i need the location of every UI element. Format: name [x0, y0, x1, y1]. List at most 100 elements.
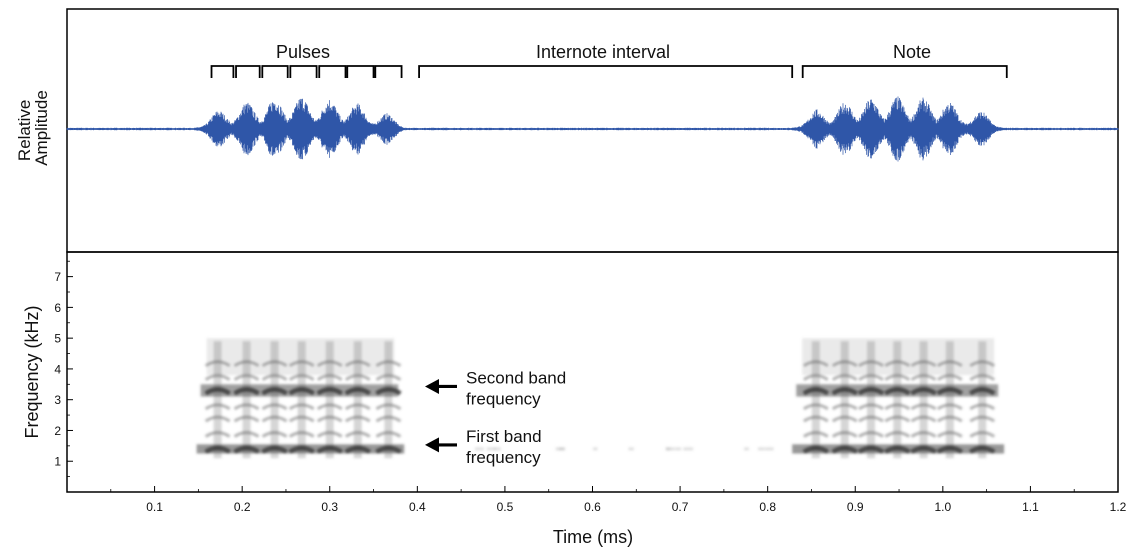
band-annotations: Second band frequency First band frequency — [425, 368, 566, 467]
waveform-plot — [66, 96, 1119, 162]
y-tick-label-6: 6 — [54, 301, 61, 315]
note-1-pulse-3-harmonic-7 — [261, 360, 288, 368]
note-1-pulse-1-harmonic-3 — [204, 415, 231, 423]
second-band-annotation-line-1: Second band — [466, 368, 566, 387]
y-tick-label-2: 2 — [54, 424, 61, 438]
note-1-pulse-3-harmonic-4 — [261, 403, 288, 411]
note-2-pulse-5-harmonic-3 — [910, 415, 937, 423]
note-2-pulse-6-streak — [945, 341, 954, 459]
note-2-pulse-7-harmonic-4 — [969, 403, 996, 411]
note-1-pulse-4-harmonic-4 — [288, 403, 315, 411]
note-2-pulse-6-harmonic-7 — [937, 360, 963, 368]
note-bracket — [801, 65, 1008, 78]
note-2-pulse-4-harmonic-6 — [884, 374, 911, 381]
first-band-arrow-head — [425, 437, 439, 453]
residual-speck-7 — [757, 447, 765, 451]
note-2-pulse-2-harmonic-6 — [831, 374, 858, 381]
note-1-pulse-7-streak — [384, 341, 393, 459]
note-2-pulse-7-harmonic-3 — [969, 415, 996, 423]
spectrogram-energy — [196, 338, 1005, 459]
residual-speck-6 — [555, 447, 566, 451]
second-band-arrow-head — [425, 378, 439, 394]
pulse-bracket-2 — [235, 65, 261, 78]
note-1-pulse-6-harmonic-4 — [344, 403, 371, 411]
note-2-pulse-5-harmonic-7 — [910, 360, 937, 368]
note-2-pulse-3-harmonic-4 — [858, 403, 884, 411]
waveform-trace — [66, 96, 1119, 162]
pulse-bracket-4 — [289, 65, 318, 78]
x-tick-label-9: 0.9 — [847, 500, 864, 514]
x-tick-label-11: 1.1 — [1022, 500, 1039, 514]
note-2-pulse-1-harmonic-6 — [803, 374, 829, 381]
note-1-pulse-4-harmonic-2 — [288, 431, 315, 438]
note-2-pulse-5-harmonic-2 — [910, 431, 937, 438]
residual-speck-10 — [744, 447, 749, 451]
x-tick-label-7: 0.7 — [672, 500, 689, 514]
residual-speck-14 — [474, 447, 484, 451]
residual-speck-11 — [665, 447, 675, 451]
x-axis: 0.1 0.2 0.3 0.4 0.5 0.6 0.7 0.8 0.9 1.0 1.1 1.2 — [110, 486, 1127, 514]
first-band-annotation-line-2: frequency — [466, 448, 541, 467]
note-1-pulse-2-harmonic-3 — [233, 415, 260, 423]
note-1-pulse-7-harmonic-7 — [375, 360, 402, 368]
note-2-pulse-3-harmonic-7 — [858, 360, 884, 368]
residual-speck-5 — [683, 447, 694, 451]
note-2-pulse-3-harmonic-6 — [858, 374, 884, 381]
note-2-first-band — [792, 444, 1005, 454]
note-1-pulse-3-streak — [270, 341, 279, 459]
note-1-pulse-6-harmonic-2 — [344, 431, 371, 438]
note-1-pulse-4-harmonic-7 — [288, 360, 315, 368]
note-2-pulse-4-harmonic-7 — [884, 360, 911, 368]
note-1-pulse-2-harmonic-6 — [233, 374, 260, 381]
note-1-pulse-7-harmonic-4 — [375, 403, 402, 411]
y-tick-label-7: 7 — [54, 270, 61, 284]
note-2-pulse-1-harmonic-2 — [803, 431, 829, 438]
pulse-bracket-5 — [318, 65, 347, 78]
x-tick-label-2: 0.2 — [234, 500, 251, 514]
y-axis-label: Frequency (kHz) — [22, 305, 42, 438]
x-tick-label-1: 0.1 — [146, 500, 163, 514]
note-1-pulse-5-harmonic-3 — [316, 415, 343, 423]
note-2-pulse-7-harmonic-2 — [969, 431, 996, 438]
note-1-pulse-6-harmonic-3 — [344, 415, 371, 423]
note-1-pulse-5-harmonic-7 — [316, 360, 343, 368]
note-1-second-band — [200, 384, 399, 397]
note-1-pulse-1-streak — [213, 341, 222, 459]
waveform-brackets — [210, 65, 1008, 78]
residual-speck-13 — [628, 447, 634, 451]
second-band-annotation-line-2: frequency — [466, 389, 541, 408]
note-1-pulse-7-harmonic-3 — [375, 415, 402, 423]
note-1-pulse-6-harmonic-7 — [344, 360, 371, 368]
note-1-pulse-4-streak — [297, 341, 306, 459]
note-2-pulse-6-harmonic-6 — [937, 374, 963, 381]
note-2-pulse-3-harmonic-3 — [858, 415, 884, 423]
note-2-pulse-4-harmonic-3 — [884, 415, 911, 423]
internote-interval-label: Internote interval — [536, 42, 670, 62]
note-2-pulse-7-harmonic-7 — [969, 360, 996, 368]
pulse-bracket-7 — [374, 65, 403, 78]
y-tick-label-5: 5 — [54, 332, 61, 346]
pulse-bracket-1 — [210, 65, 235, 78]
note-1-pulse-1-harmonic-6 — [204, 374, 231, 381]
note-2-pulse-1-streak — [811, 341, 820, 459]
note-1-pulse-3-harmonic-6 — [261, 374, 288, 381]
waveform-y-axis-label: Relative Amplitude — [15, 90, 51, 166]
note-1-pulse-5-harmonic-2 — [316, 431, 343, 438]
pulse-bracket-3 — [261, 65, 289, 78]
note-2-pulse-5-streak — [919, 341, 928, 459]
note-label: Note — [893, 42, 931, 62]
residual-speck-3 — [675, 447, 682, 451]
note-1-pulse-1-harmonic-2 — [204, 431, 231, 438]
x-tick-label-12: 1.2 — [1110, 500, 1127, 514]
note-2-pulse-1-harmonic-3 — [803, 415, 829, 423]
residual-speck-9 — [486, 447, 496, 451]
note-1-pulse-3-harmonic-2 — [261, 431, 288, 438]
note-1-first-band — [196, 444, 405, 454]
note-1-pulse-7-harmonic-2 — [375, 431, 402, 438]
note-2-pulse-6-harmonic-4 — [937, 403, 963, 411]
x-tick-label-6: 0.6 — [584, 500, 601, 514]
note-2-pulse-2-harmonic-3 — [831, 415, 858, 423]
note-2-pulse-6-harmonic-3 — [937, 415, 963, 423]
x-tick-label-3: 0.3 — [321, 500, 338, 514]
